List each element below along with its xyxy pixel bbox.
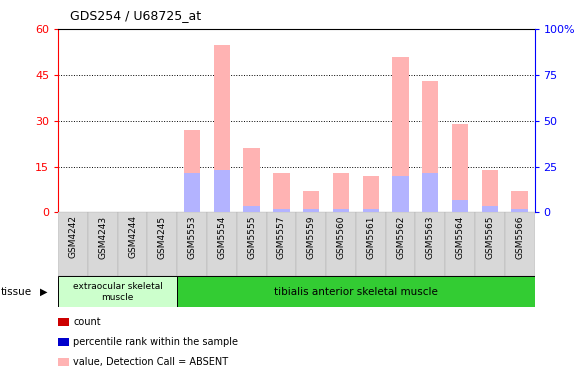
Bar [273,173,289,212]
Bar [482,206,498,212]
Bar [422,173,439,212]
Text: GSM5561: GSM5561 [366,216,375,259]
Bar [363,176,379,212]
Text: GSM5562: GSM5562 [396,216,405,259]
Bar [177,212,207,276]
Text: GSM4245: GSM4245 [158,216,167,259]
Bar [267,212,296,276]
Bar [273,209,289,212]
Bar [243,148,260,212]
Text: GSM4243: GSM4243 [98,216,107,259]
Bar [58,276,177,307]
Bar [363,209,379,212]
Text: tibialis anterior skeletal muscle: tibialis anterior skeletal muscle [274,287,438,297]
Bar [214,45,230,212]
Bar [184,130,200,212]
Text: GSM5553: GSM5553 [188,216,196,259]
Bar [415,212,445,276]
Text: value, Detection Call = ABSENT: value, Detection Call = ABSENT [73,357,228,366]
Bar [445,212,475,276]
Bar [356,212,386,276]
Text: GDS254 / U68725_at: GDS254 / U68725_at [70,9,201,22]
Bar [117,212,148,276]
Bar [505,212,535,276]
Text: GSM5557: GSM5557 [277,216,286,259]
Bar [296,212,326,276]
Bar [452,124,468,212]
Text: GSM4242: GSM4242 [69,216,77,258]
Text: percentile rank within the sample: percentile rank within the sample [73,337,238,347]
Bar [177,276,535,307]
Bar [422,81,439,212]
Text: GSM5560: GSM5560 [336,216,346,259]
Text: GSM5559: GSM5559 [307,216,315,259]
Text: GSM5566: GSM5566 [515,216,524,259]
Text: GSM5555: GSM5555 [247,216,256,259]
Text: GSM5554: GSM5554 [217,216,227,259]
Bar [303,209,320,212]
Bar [392,57,408,212]
Bar [452,200,468,212]
Text: extraocular skeletal
muscle: extraocular skeletal muscle [73,282,163,302]
Text: ▶: ▶ [40,287,47,297]
Bar [392,176,408,212]
Bar [333,209,349,212]
Text: GSM5564: GSM5564 [456,216,465,259]
Bar [482,169,498,212]
Bar [243,206,260,212]
Bar [237,212,267,276]
Bar [58,212,88,276]
Bar [148,212,177,276]
Bar [511,191,528,212]
Bar [333,173,349,212]
Bar [88,212,117,276]
Bar [184,173,200,212]
Bar [475,212,505,276]
Text: GSM5565: GSM5565 [485,216,494,259]
Bar [386,212,415,276]
Bar [303,191,320,212]
Bar [214,169,230,212]
Bar [326,212,356,276]
Text: GSM5563: GSM5563 [426,216,435,259]
Bar [207,212,237,276]
Bar [511,209,528,212]
Text: GSM4244: GSM4244 [128,216,137,258]
Text: tissue: tissue [1,287,33,297]
Text: count: count [73,317,101,327]
